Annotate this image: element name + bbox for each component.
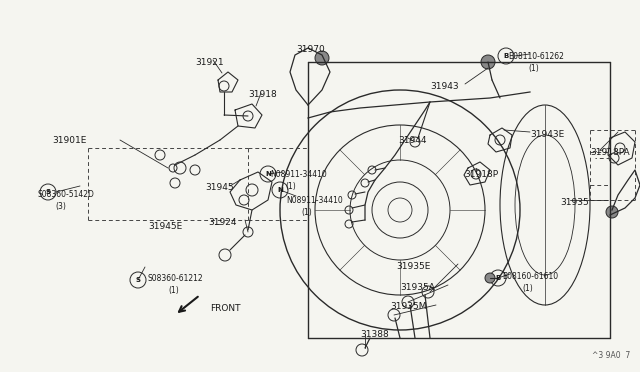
Text: 31943: 31943 xyxy=(430,82,459,91)
Text: 31918: 31918 xyxy=(248,90,276,99)
Text: 31943E: 31943E xyxy=(530,130,564,139)
Text: B08110-61262: B08110-61262 xyxy=(508,52,564,61)
Text: 31945: 31945 xyxy=(205,183,234,192)
Text: (1): (1) xyxy=(528,64,539,73)
Text: 31945E: 31945E xyxy=(148,222,182,231)
Text: 31388: 31388 xyxy=(360,330,388,339)
Text: 31935A: 31935A xyxy=(400,283,435,292)
Text: 31935M: 31935M xyxy=(390,302,426,311)
Text: (1): (1) xyxy=(522,284,532,293)
Text: (3): (3) xyxy=(55,202,66,211)
Circle shape xyxy=(485,273,495,283)
Text: S: S xyxy=(136,277,141,283)
Text: 31935: 31935 xyxy=(560,198,589,207)
Text: (1): (1) xyxy=(301,208,312,217)
Text: S08360-61212: S08360-61212 xyxy=(148,274,204,283)
Text: N08911-34410: N08911-34410 xyxy=(286,196,343,205)
Text: N: N xyxy=(277,187,283,193)
Text: 31901E: 31901E xyxy=(52,136,86,145)
Text: 31918P: 31918P xyxy=(464,170,498,179)
Text: B: B xyxy=(504,53,509,59)
Text: 31970: 31970 xyxy=(296,45,324,54)
Text: (1): (1) xyxy=(285,182,296,191)
Text: N: N xyxy=(265,171,271,177)
Text: 31935E: 31935E xyxy=(396,262,430,271)
Text: FRONT: FRONT xyxy=(210,304,241,313)
Text: (1): (1) xyxy=(168,286,179,295)
Text: 31944: 31944 xyxy=(398,136,426,145)
Text: B08160-61610: B08160-61610 xyxy=(502,272,558,281)
Circle shape xyxy=(315,51,329,65)
Text: B: B xyxy=(495,275,500,281)
Circle shape xyxy=(606,206,618,218)
Text: N08911-34410: N08911-34410 xyxy=(270,170,327,179)
Text: ^3 9A0  7: ^3 9A0 7 xyxy=(592,351,630,360)
Text: S08360-5142D: S08360-5142D xyxy=(38,190,95,199)
Text: 31924: 31924 xyxy=(208,218,237,227)
Text: 31918PA: 31918PA xyxy=(590,148,630,157)
Text: 31921: 31921 xyxy=(195,58,223,67)
Circle shape xyxy=(481,55,495,69)
Text: S: S xyxy=(45,189,51,195)
